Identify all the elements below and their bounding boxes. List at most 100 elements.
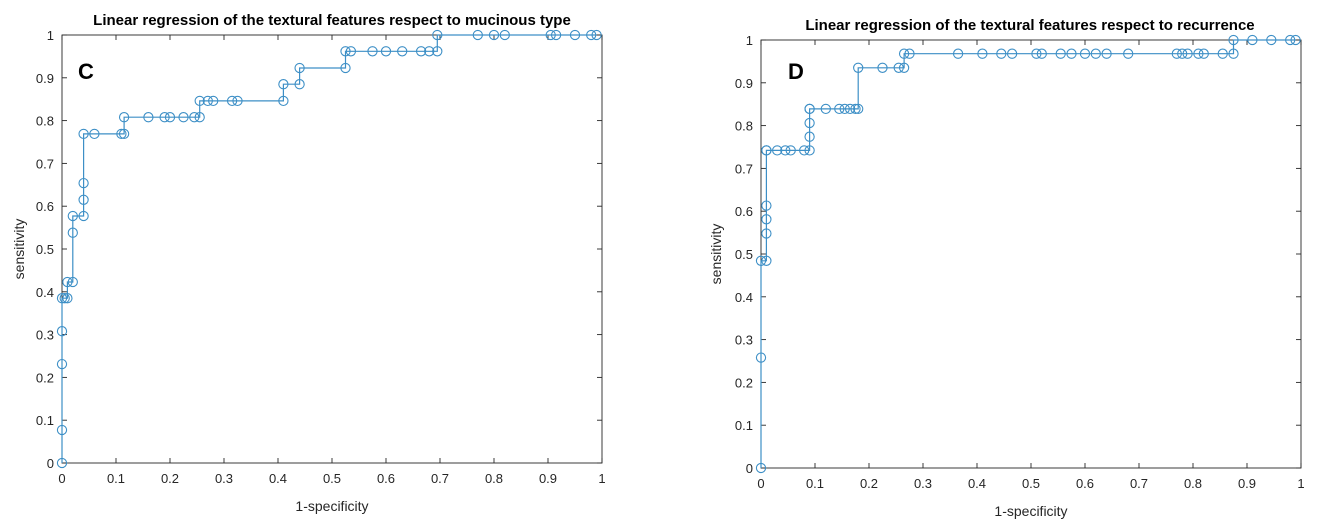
data-point [118,128,130,140]
data-point [59,293,70,304]
data-point [1228,48,1239,59]
data-point [143,112,154,123]
data-point [116,128,127,140]
data-point [56,424,68,436]
data-point [586,29,597,41]
data-point [839,103,850,115]
data-point [67,210,78,222]
x-axis-label: 1-specificity [994,503,1067,519]
roc-curve-line [760,39,1296,468]
data-point [761,228,772,239]
x-tick-label: 0.2 [860,476,878,491]
y-tick-label: 0 [47,456,54,471]
chart-title: Linear regression of the textural featur… [805,17,1254,34]
roc-curve-line [61,34,597,463]
x-tick-label: 0.6 [1076,476,1094,491]
y-tick-label: 0.6 [735,204,753,219]
data-point [194,112,205,123]
data-point [755,352,767,363]
data-point [499,29,510,41]
x-tick-label: 0 [58,471,65,486]
y-tick-label: 0.5 [735,247,753,262]
x-tick-label: 0.1 [107,471,125,486]
y-tick-label: 0.2 [36,370,54,385]
data-point [78,128,89,140]
data-point [898,48,910,59]
data-point [294,62,305,74]
data-point [345,46,357,57]
data-point [1228,34,1239,46]
data-point [1193,48,1204,59]
data-point [853,103,864,115]
data-point [62,293,73,304]
data-point [1123,48,1134,59]
data-point [893,62,904,73]
data-point [780,145,791,156]
panel-label: D [788,59,804,84]
data-point [804,117,815,129]
data-point [761,200,772,211]
data-point [340,62,351,74]
data-point [424,46,435,57]
data-point [397,46,408,57]
x-tick-label: 1 [1297,476,1304,491]
y-tick-label: 0.8 [36,114,54,129]
data-point [226,95,238,107]
data-point [898,62,910,73]
data-point [1198,48,1209,59]
x-tick-label: 0.7 [1130,476,1148,491]
y-tick-label: 0.1 [36,413,54,428]
y-axis-label: sensitivity [708,224,724,285]
data-point [67,276,78,288]
y-tick-label: 0.3 [735,333,753,348]
data-point [1066,48,1077,59]
data-point [415,46,427,57]
data-point [550,29,562,41]
x-tick-label: 0.5 [323,471,341,486]
data-point [569,29,581,41]
axis-ticks: 0 0.1 0.2 0.3 0.4 0.5 0.6 0.7 0.8 0.9 1 0 0.1 0.2 0.3 0… [735,33,1305,491]
data-point [820,103,831,115]
x-tick-label: 0.2 [161,471,179,486]
data-point [56,457,68,469]
y-tick-label: 0.3 [36,328,54,343]
y-tick-label: 1 [746,33,753,48]
data-point [340,46,351,57]
data-point [977,48,988,59]
plot-area [61,34,603,464]
data-point [1290,34,1301,46]
data-point [1182,48,1193,59]
data-point [772,145,783,156]
data-point [1217,48,1228,59]
data-point [853,62,864,73]
x-tick-label: 0 [757,476,764,491]
y-tick-label: 0.5 [36,242,54,257]
data-point [850,103,861,115]
x-tick-label: 0.4 [968,476,986,491]
x-tick-label: 0.8 [1184,476,1202,491]
data-point [278,79,289,90]
data-point [159,112,170,123]
data-point [62,276,73,288]
data-point [367,46,378,57]
y-tick-label: 0 [746,461,753,476]
plot-area [760,39,1302,469]
data-point [904,48,915,59]
y-tick-label: 0.7 [36,156,54,171]
chart-panel-c: Linear regression of the textural featur… [11,12,606,514]
data-point [194,95,205,107]
data-point [1247,34,1258,46]
x-tick-label: 0.8 [485,471,503,486]
data-point [1079,48,1091,59]
data-point [118,112,130,123]
data-point [1177,48,1188,59]
x-tick-label: 0.6 [377,471,395,486]
data-point [761,145,772,156]
data-point [785,145,796,156]
data-point [804,103,815,115]
data-point [67,227,78,238]
data-point [755,462,767,474]
y-tick-label: 0.8 [735,119,753,134]
x-tick-label: 0.1 [806,476,824,491]
